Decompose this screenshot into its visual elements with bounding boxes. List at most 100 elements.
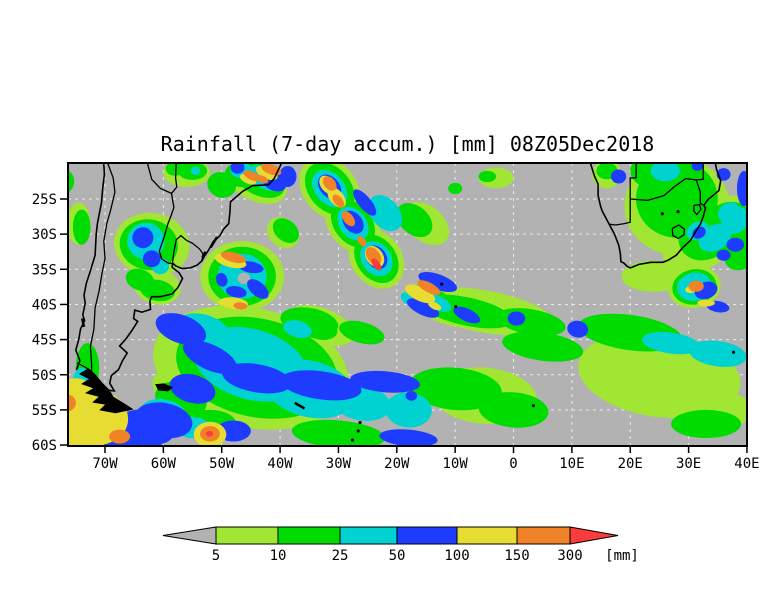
- precip-blob-level-6: [68, 394, 76, 412]
- geography: [74, 163, 736, 442]
- precip-blob-level-4: [726, 237, 745, 252]
- colorbar-label: 25: [332, 548, 349, 564]
- gough-island: [454, 304, 458, 309]
- precip-blob-level-4: [379, 429, 438, 446]
- lon-tick-label: 40E: [734, 456, 759, 472]
- colorbar-label: 150: [504, 548, 529, 564]
- chart-title: Rainfall (7-day accum.) [mm] 08Z05Dec201…: [160, 132, 655, 156]
- colorbar-label: 300: [557, 548, 582, 564]
- precip-blob-level-7: [206, 431, 213, 437]
- precip-blob-level-4: [692, 226, 706, 239]
- lon-tick-label: 70W: [92, 456, 118, 472]
- lon-tick-label: 10E: [559, 456, 584, 472]
- south-sandwich-3: [350, 438, 355, 442]
- precip-blob-level-2: [68, 170, 75, 192]
- precip-blob-level-3: [642, 331, 701, 355]
- precip-blob-level-6: [341, 211, 356, 227]
- precip-blob-level-2: [478, 392, 549, 428]
- precip-blob-level-3: [721, 206, 747, 234]
- lon-tick-label: 10W: [443, 456, 469, 472]
- colorbar-segment-4: [456, 526, 518, 545]
- precip-blob-level-4: [247, 279, 269, 299]
- precip-blob-level-4: [155, 313, 207, 346]
- patagonia-fjords-tierra-del-fuego: [76, 362, 134, 414]
- precip-blob-level-6: [357, 236, 367, 247]
- lat-tick-label: 55S: [32, 403, 57, 419]
- precip-blob-level-6: [220, 251, 246, 264]
- precip-blob-level-0: [237, 272, 251, 284]
- precip-blob-level-4: [222, 363, 292, 394]
- colorbar-label: 100: [444, 548, 469, 564]
- zimbabwe-mozambique-border: [696, 163, 704, 181]
- precip-blob-level-5: [68, 409, 111, 446]
- precip-blob-level-4: [280, 370, 362, 401]
- precip-blob-level-3: [698, 223, 732, 252]
- lat-tick-label: 60S: [32, 438, 57, 454]
- precip-blob-level-4: [169, 373, 216, 404]
- precip-blob-level-4: [353, 189, 377, 216]
- precip-blob-level-4: [691, 163, 704, 171]
- colorbar-segment-3: [396, 526, 458, 545]
- colorbar-unit-label: [mm]: [605, 548, 639, 564]
- precip-blob-level-5: [697, 299, 715, 307]
- precip-blob-level-6: [332, 194, 345, 208]
- colorbar-left-arrow: [162, 526, 217, 545]
- colorbar: 5 10 25 50 100 150 300 [mm]: [162, 526, 639, 564]
- lon-tick-label: 40W: [267, 456, 293, 472]
- precip-blob-level-4: [230, 163, 245, 174]
- lat-tick-label: 50S: [32, 368, 57, 384]
- vaal-dam: [676, 210, 680, 214]
- precip-blob-level-4: [225, 285, 247, 298]
- marion-island: [731, 350, 736, 354]
- precip-blob-level-2: [72, 209, 91, 245]
- precip-blob-level-6: [322, 176, 337, 191]
- precip-blob-level-2: [396, 203, 433, 238]
- falkland-islands: [155, 383, 174, 392]
- precip-blob-level-4: [567, 320, 589, 338]
- precip-blob-level-4: [418, 271, 458, 293]
- chiloe-island: [80, 318, 86, 328]
- precip-blob-level-6: [243, 170, 261, 182]
- colorbar-label: 10: [270, 548, 287, 564]
- chile-coast-coastline: [74, 163, 106, 371]
- colorbar-label: 5: [212, 548, 220, 564]
- bloemhof-dam: [660, 212, 664, 216]
- south-sandwich-2: [356, 429, 360, 433]
- precip-blob-level-6: [233, 302, 248, 310]
- lon-tick-label: 0: [509, 456, 517, 472]
- lon-tick-label: 60W: [151, 456, 177, 472]
- precip-blob-level-4: [350, 370, 420, 393]
- lat-tick-label: 25S: [32, 192, 57, 208]
- colorbar-segment-2: [339, 526, 398, 545]
- precip-blob-level-4: [405, 390, 418, 401]
- lesotho-border: [671, 224, 686, 240]
- precip-blob-level-2: [408, 367, 502, 411]
- lagoa-dos-patos: [209, 236, 219, 249]
- precip-blob-level-5: [255, 165, 278, 181]
- lagoa-mirim: [201, 251, 207, 258]
- precip-blob-level-2: [207, 171, 237, 198]
- lon-tick-label: 20W: [384, 456, 410, 472]
- colorbar-segment-1: [277, 526, 341, 545]
- lat-axis: 25S 30S 35S 40S 45S 50S 55S 60S: [32, 192, 68, 454]
- paraguay-parana-river: [158, 163, 178, 265]
- precip-blob-level-5: [405, 284, 436, 304]
- south-georgia: [294, 401, 306, 410]
- precip-blob-level-3: [283, 320, 312, 339]
- precip-blob-level-4: [142, 250, 161, 268]
- precip-blob-level-4: [611, 169, 627, 184]
- precip-blob-level-2: [291, 419, 385, 446]
- limpopo-border: [630, 177, 705, 206]
- precip-blob-level-3: [368, 195, 403, 232]
- precip-blob-level-4: [132, 227, 154, 249]
- colorbar-segment-5: [516, 526, 571, 545]
- precipitation-field: [68, 163, 747, 446]
- southern-africa-coast-coastline: [589, 163, 722, 269]
- lon-axis: 70W 60W 50W 40W 30W 20W 10W 0 10E 20E 30E 40E: [92, 446, 760, 472]
- lon-tick-label: 30W: [326, 456, 352, 472]
- precip-blob-level-6: [417, 280, 441, 296]
- lat-tick-label: 40S: [32, 297, 57, 313]
- precip-blob-level-4: [507, 311, 526, 326]
